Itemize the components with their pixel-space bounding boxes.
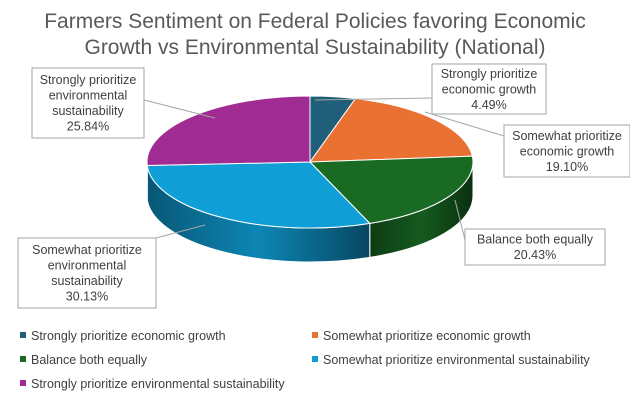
data-label-box-3	[17, 237, 157, 309]
data-label-text-4-2: sustainability	[52, 104, 124, 118]
pie-slice-1	[309, 98, 473, 163]
legend-swatch-4	[20, 380, 26, 386]
legend-label-2: Balance both equally	[31, 353, 148, 367]
data-label-text-3-0: Somewhat prioritize	[32, 243, 142, 257]
chart-title-line-2: Growth vs Environmental Sustainability (…	[84, 36, 545, 59]
data-label-box-1	[503, 124, 630, 178]
legend-label-3: Somewhat prioritize environmental sustai…	[323, 353, 591, 367]
data-label-value-2: 20.43%	[514, 248, 556, 262]
legend-swatch-1	[312, 332, 318, 338]
data-label-text-4-0: Strongly prioritize	[40, 73, 137, 87]
data-label-text-1-1: economic growth	[520, 144, 615, 158]
data-label-value-1: 19.10%	[546, 160, 588, 174]
data-label-text-3-1: environmental	[48, 259, 127, 273]
data-label-text-4-1: environmental	[49, 89, 128, 103]
data-label-value-4: 25.84%	[67, 120, 109, 134]
legend-label-4: Strongly prioritize environmental sustai…	[31, 377, 285, 391]
leader-line-4	[143, 99, 216, 119]
pie-slice-3	[146, 161, 371, 229]
leader-line-0	[314, 97, 433, 101]
legend-swatch-2	[20, 356, 26, 362]
data-label-text-2-0: Balance both equally	[477, 233, 594, 247]
legend-item-4: Strongly prioritize environmental sustai…	[20, 377, 285, 391]
data-label-3: Somewhat prioritize environmentalsustaina…	[17, 224, 206, 309]
data-label-text-1-0: Somewhat prioritize	[512, 129, 622, 143]
legend-item-1: Somewhat prioritize economic growth	[312, 329, 531, 343]
leader-line-2	[454, 199, 466, 241]
legend-item-3: Somewhat prioritize environmental sustai…	[312, 353, 591, 367]
pie-slice-4	[146, 95, 311, 167]
leader-line-3	[155, 224, 206, 239]
data-label-value-3: 30.13%	[66, 290, 108, 304]
data-label-box-0	[431, 63, 547, 115]
data-label-4: Strongly prioritize environmentalsustaina…	[31, 67, 216, 139]
pie-slice-2	[308, 155, 474, 224]
data-label-value-0: 4.49%	[471, 98, 506, 112]
data-label-text-0-1: economic growth	[442, 82, 537, 96]
legend-label-1: Somewhat prioritize economic growth	[323, 329, 531, 343]
legend-swatch-3	[312, 356, 318, 362]
legend-item-2: Balance both equally	[20, 353, 148, 367]
data-label-text-0-0: Strongly prioritize	[441, 67, 538, 81]
data-label-box-2	[464, 228, 606, 266]
leader-line-1	[424, 111, 505, 137]
data-label-text-3-2: sustainability	[51, 274, 123, 288]
legend-item-0: Strongly prioritize economic growth	[20, 329, 226, 343]
legend-label-0: Strongly prioritize economic growth	[31, 329, 226, 343]
chart-title-line-1: Farmers Sentiment on Federal Policies fa…	[44, 10, 586, 33]
data-label-box-4	[31, 67, 145, 139]
legend-swatch-0	[20, 332, 26, 338]
